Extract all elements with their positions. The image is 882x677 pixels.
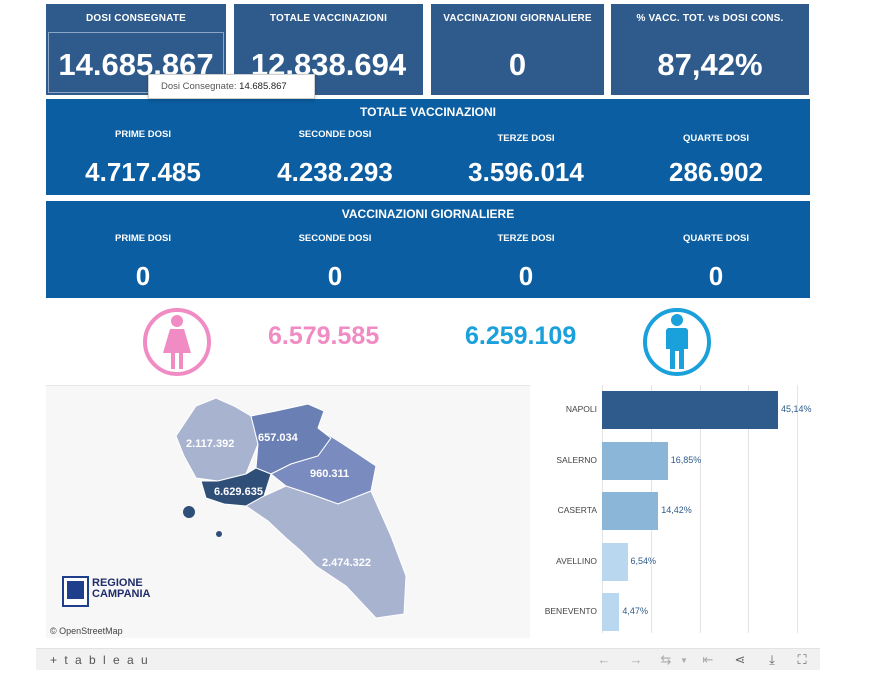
map-label-salerno: 2.474.322 [322,557,371,569]
panel-title: VACCINAZIONI GIORNALIERE [341,207,515,221]
kpi-dosi-consegnate[interactable]: DOSI CONSEGNATE 14.685.867 [46,4,226,95]
bar-salerno[interactable] [602,441,668,480]
col-label: TERZE DOSI [497,133,555,144]
giornaliere-quarte-dosi[interactable]: QUARTE DOSI 0 [621,233,811,293]
tooltip-value: 14.685.867 [239,81,287,92]
bar-napoli[interactable] [602,391,779,429]
bar-caserta[interactable] [602,492,659,531]
panel-totale-vaccinazioni: TOTALE VACCINAZIONI PRIME DOSI 4.717.485… [46,99,810,195]
giornaliere-seconde-dosi[interactable]: SECONDE DOSI 0 [240,233,430,293]
tooltip-label: Dosi Consegnate: [161,81,240,92]
kpi-vaccinazioni-giornaliere[interactable]: VACCINAZIONI GIORNALIERE 0 [431,4,604,95]
totale-quarte-dosi[interactable]: QUARTE DOSI 286.902 [621,133,811,189]
download-icon[interactable]: ⤓ [769,652,775,667]
bar-data-label: 45,14% [781,404,812,414]
kpi-percentuale-vaccinazioni[interactable]: % VACC. TOT. vs DOSI CONS. 87,42% [611,4,809,95]
bar-category-label: SALERNO [556,454,597,465]
province-salerno [245,485,407,619]
totale-prime-dosi[interactable]: PRIME DOSI 4.717.485 [48,129,238,189]
bar-category-label: NAPOLI [565,404,597,414]
map-label-napoli: 6.629.635 [214,486,263,498]
gridline [699,385,701,633]
province-napoli [200,467,272,507]
col-value: 3.596.014 [468,157,584,187]
chevron-down-icon[interactable]: ▼ [680,656,688,665]
regione-shield-icon [62,576,89,607]
regione-campania-logo: REGIONE CAMPANIA [62,576,162,608]
col-label: QUARTE DOSI [683,133,749,144]
fullscreen-icon[interactable]: ⛶ [797,652,807,667]
panel-vaccinazioni-giornaliere: VACCINAZIONI GIORNALIERE PRIME DOSI 0 SE… [46,201,810,298]
map-label-benevento: 657.034 [258,432,298,444]
panel-title: TOTALE VACCINAZIONI [360,105,496,119]
map-shapes [175,397,407,619]
col-label: SECONDE DOSI [298,233,372,244]
map-label-caserta: 2.117.392 [186,438,235,450]
campania-map[interactable]: 2.117.392 657.034 960.311 6.629.635 2.47… [46,385,530,638]
kpi-tooltip: Dosi Consegnate: 14.685.867 [148,74,315,99]
col-value: 4.238.293 [277,157,393,187]
tableau-toolbar: + t a b l e a u ← → ⇆ ▼ ⇤ ⋖ ⤓ ⛶ [36,648,820,670]
male-vaccinated-value[interactable]: 6.259.109 [465,322,577,350]
bar-data-label: 16,85% [670,454,702,465]
island-ischia [183,506,195,518]
kpi-value: 0 [508,47,527,82]
col-value: 0 [708,261,724,291]
bar-data-label: 4,47% [622,606,648,617]
bar-category-label: CASERTA [557,505,597,516]
male-person-icon [643,308,711,376]
osm-attribution[interactable]: © OpenStreetMap [50,626,123,636]
selection-outline [48,32,224,93]
giornaliere-terze-dosi[interactable]: TERZE DOSI 0 [431,233,621,293]
map-label-avellino: 960.311 [310,468,350,480]
kpi-value: 87,42% [657,47,763,82]
female-person-icon [143,308,211,376]
reset-icon[interactable]: ⇤ [702,652,714,667]
redo-icon[interactable]: → [629,652,643,667]
col-label: PRIME DOSI [115,233,171,244]
share-icon[interactable]: ⋖ [734,652,746,667]
gridline [748,385,750,633]
totale-seconde-dosi[interactable]: SECONDE DOSI 4.238.293 [240,129,430,189]
bar-avellino[interactable] [602,542,628,581]
island-capri [216,531,222,537]
kpi-label: DOSI CONSEGNATE [85,13,187,24]
logo-text: REGIONE CAMPANIA [92,577,151,600]
undo-icon[interactable]: ← [597,652,611,667]
col-label: QUARTE DOSI [683,233,749,244]
col-value: 286.902 [669,157,763,187]
tableau-logo[interactable]: + t a b l e a u [50,653,150,667]
kpi-label: VACCINAZIONI GIORNALIERE [443,13,592,24]
bar-category-label: AVELLINO [556,555,597,566]
province-bar-chart: NAPOLI 45,14% SALERNO 16,85% CASERTA 14,42% AV… [530,385,812,638]
kpi-label: % VACC. TOT. vs DOSI CONS. [636,13,784,24]
col-value: 0 [327,261,343,291]
col-label: SECONDE DOSI [298,129,372,140]
revert-icon[interactable]: ⇆ [660,652,672,667]
kpi-label: TOTALE VACCINAZIONI [269,13,388,24]
col-value: 0 [135,261,151,291]
bar-benevento[interactable] [602,593,620,632]
bar-category-label: BENEVENTO [544,606,597,617]
bar-data-label: 14,42% [661,505,692,516]
gridline [797,385,798,633]
col-label: TERZE DOSI [497,233,555,244]
totale-terze-dosi[interactable]: TERZE DOSI 3.596.014 [431,133,621,189]
female-vaccinated-value[interactable]: 6.579.585 [268,322,380,350]
col-label: PRIME DOSI [115,129,171,140]
bar-data-label: 6,54% [630,555,657,566]
giornaliere-prime-dosi[interactable]: PRIME DOSI 0 [48,233,238,293]
col-value: 0 [518,261,534,291]
col-value: 4.717.485 [85,157,201,187]
